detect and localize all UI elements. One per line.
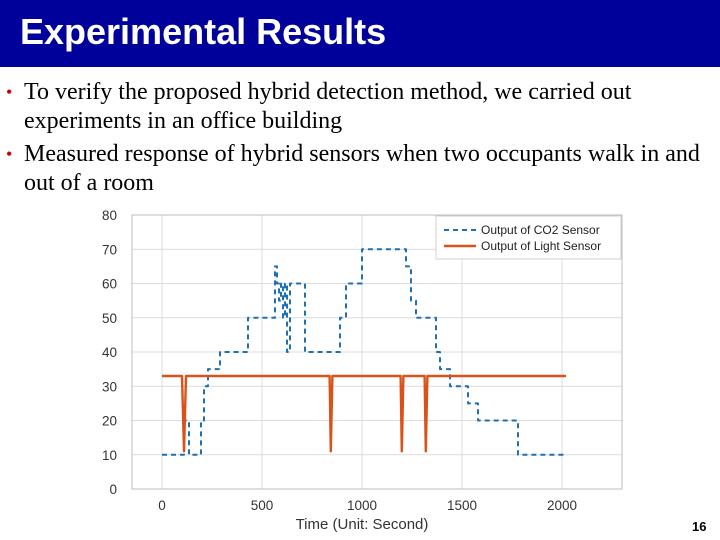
y-tick-label-8: 80 [102, 208, 117, 223]
x-tick-label-2: 1000 [347, 498, 377, 513]
y-tick-label-2: 20 [102, 414, 117, 429]
bullet-item-1: • To verify the proposed hybrid detectio… [6, 78, 714, 136]
title-bar: Experimental Results [0, 0, 720, 67]
bullet-dot-icon: • [6, 82, 13, 102]
legend-box [435, 215, 622, 260]
bullet-item-2: • Measured response of hybrid sensors wh… [6, 140, 714, 198]
x-tick-label-1: 500 [251, 498, 274, 513]
axes: 0 500 1000 1500 2000 0 10 20 30 40 50 60 70 80 [102, 208, 623, 513]
bullet-list: • To verify the proposed hybrid detectio… [6, 78, 714, 202]
y-tick-label-7: 70 [102, 242, 117, 257]
y-tick-label-6: 60 [102, 277, 117, 292]
x-tick-label-3: 1500 [447, 498, 477, 513]
y-tick-label-1: 10 [102, 448, 117, 463]
y-tick-label-4: 40 [102, 345, 117, 360]
y-tick-label-0: 0 [109, 482, 117, 497]
bullet-text-2: Measured response of hybrid sensors when… [24, 141, 700, 196]
y-tick-label-5: 50 [102, 311, 117, 326]
bullet-text-1: To verify the proposed hybrid detection … [24, 79, 632, 134]
page-number: 16 [692, 519, 707, 534]
legend-label-1: Output of CO2 Sensor [481, 223, 600, 237]
legend-label-2: Output of Light Sensor [481, 239, 601, 253]
series-line-1 [162, 248, 566, 456]
plot-frame [131, 214, 623, 490]
sensor-response-chart: 0 500 1000 1500 2000 0 10 20 30 40 50 60 70 80 Output… [102, 208, 623, 533]
bullet-dot-icon: • [6, 144, 13, 164]
slide-title: Experimental Results [20, 11, 387, 52]
series-line-2 [162, 374, 566, 453]
legend: Output of CO2 Sensor Output of Light Sens… [435, 215, 622, 260]
x-axis-label: Time (Unit: Second) [296, 516, 429, 533]
y-tick-label-3: 30 [102, 379, 117, 394]
x-tick-label-0: 0 [158, 498, 166, 513]
series-layer [162, 248, 566, 456]
x-tick-label-4: 2000 [547, 498, 577, 513]
